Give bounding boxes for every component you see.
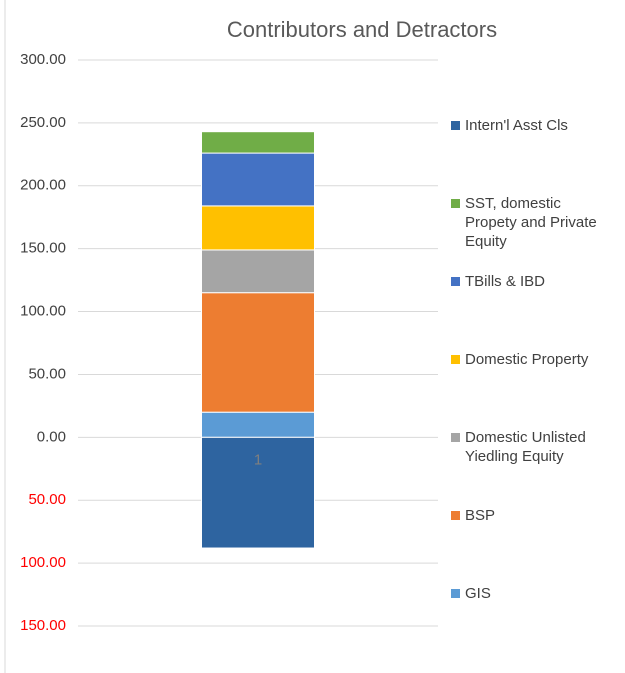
legend-label: SST, domestic Propety and Private Equity	[465, 195, 597, 250]
legend-label: TBills & IBD	[465, 273, 546, 290]
legend-swatch	[451, 277, 460, 286]
legend-swatch	[451, 199, 460, 208]
y-tick-label: 150.00	[20, 617, 66, 634]
y-tick-label: 300.00	[20, 51, 66, 68]
legend-label: Domestic Property	[465, 351, 589, 368]
legend-label: GIS	[465, 585, 491, 602]
bar-segment	[201, 131, 315, 154]
legend-swatch	[451, 121, 460, 130]
bar-segment	[201, 152, 315, 207]
bar-segment	[201, 292, 315, 413]
legend-label: Intern'l Asst Cls	[465, 117, 568, 134]
y-tick-label: 200.00	[20, 177, 66, 194]
legend-label: Domestic Unlisted Yiedling Equity	[465, 429, 586, 465]
bar-segment	[201, 436, 315, 549]
y-tick-label: 150.00	[20, 240, 66, 257]
legend-swatch	[451, 355, 460, 364]
x-tick-label: 1	[254, 451, 262, 468]
y-tick-label: 100.00	[20, 303, 66, 320]
legend-swatch	[451, 433, 460, 442]
legend-item: Domestic Unlisted Yiedling Equity	[451, 428, 615, 466]
y-tick-label: 50.00	[28, 365, 66, 382]
legend-item: Domestic Property	[451, 350, 615, 369]
bar-segment	[201, 205, 315, 251]
legend-swatch	[451, 589, 460, 598]
legend-swatch	[451, 511, 460, 520]
legend-item: BSP	[451, 506, 615, 525]
y-tick-label: 0.00	[37, 428, 66, 445]
bar-segment	[201, 249, 315, 294]
legend-item: SST, domestic Propety and Private Equity	[451, 194, 615, 251]
y-tick-label: 50.00	[28, 491, 66, 508]
chart-title: Contributors and Detractors	[227, 17, 497, 42]
legend-label: BSP	[465, 507, 496, 524]
y-tick-label: 100.00	[20, 554, 66, 571]
legend-item: Intern'l Asst Cls	[451, 116, 615, 135]
legend-item: TBills & IBD	[451, 272, 615, 291]
bar-segment	[201, 411, 315, 438]
y-tick-label: 250.00	[20, 114, 66, 131]
legend-item: GIS	[451, 584, 615, 603]
